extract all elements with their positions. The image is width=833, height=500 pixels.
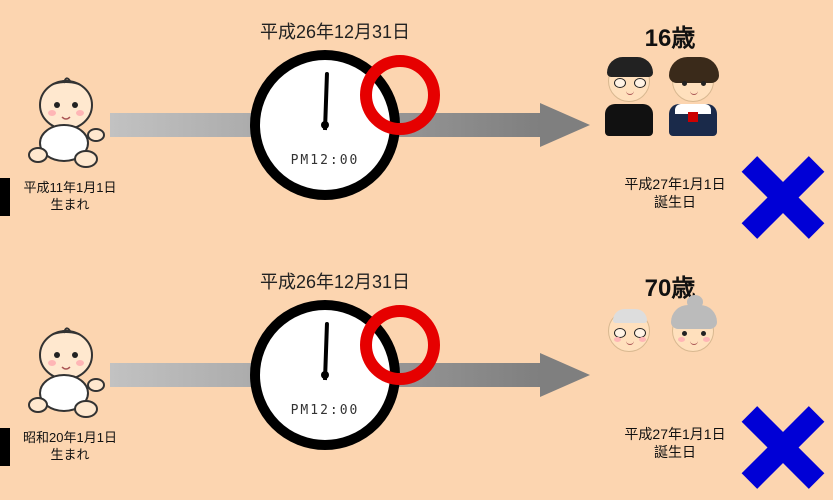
birth-suffix-text: 生まれ xyxy=(50,197,89,212)
birth-date-text: 昭和20年1月1日 xyxy=(23,430,117,445)
blue-x-marker xyxy=(740,155,825,240)
blue-x-marker xyxy=(740,405,825,490)
clock-date-label: 平成26年12月31日 xyxy=(225,18,445,44)
clock-date-label: 平成26年12月31日 xyxy=(225,268,445,294)
people-elderly xyxy=(600,310,722,390)
clock-center xyxy=(321,371,329,379)
baby-illustration xyxy=(20,325,115,425)
birth-suffix-text: 生まれ xyxy=(50,447,89,462)
result-date-text: 平成27年1月1日 xyxy=(624,426,725,442)
birth-date-label: 平成11年1月1日 生まれ xyxy=(0,180,140,214)
result-suffix-text: 誕生日 xyxy=(654,194,696,210)
timeline-row-2: 昭和20年1月1日 生まれ 平成26年12月31日 PM12:00 70歳 平成… xyxy=(0,250,833,500)
baby-illustration xyxy=(20,75,115,175)
birth-date-label: 昭和20年1月1日 生まれ xyxy=(0,430,140,464)
elderly-man-icon xyxy=(600,310,658,390)
red-circle-marker xyxy=(360,305,440,385)
timeline-row-1: 平成11年1月1日 生まれ 平成26年12月31日 PM12:00 16歳 平成… xyxy=(0,0,833,250)
result-date-text: 平成27年1月1日 xyxy=(624,176,725,192)
label-stripe xyxy=(0,178,10,216)
people-teens xyxy=(600,60,722,140)
label-stripe xyxy=(0,428,10,466)
teen-boy-icon xyxy=(600,60,658,140)
clock-time-text: PM12:00 xyxy=(260,403,390,418)
result-suffix-text: 誕生日 xyxy=(654,444,696,460)
elderly-woman-icon xyxy=(664,310,722,390)
birth-date-text: 平成11年1月1日 xyxy=(24,180,117,195)
teen-girl-icon xyxy=(664,60,722,140)
clock-center xyxy=(321,121,329,129)
clock-time-text: PM12:00 xyxy=(260,153,390,168)
age-label: 70歳 xyxy=(590,268,750,303)
red-circle-marker xyxy=(360,55,440,135)
age-label: 16歳 xyxy=(590,18,750,53)
